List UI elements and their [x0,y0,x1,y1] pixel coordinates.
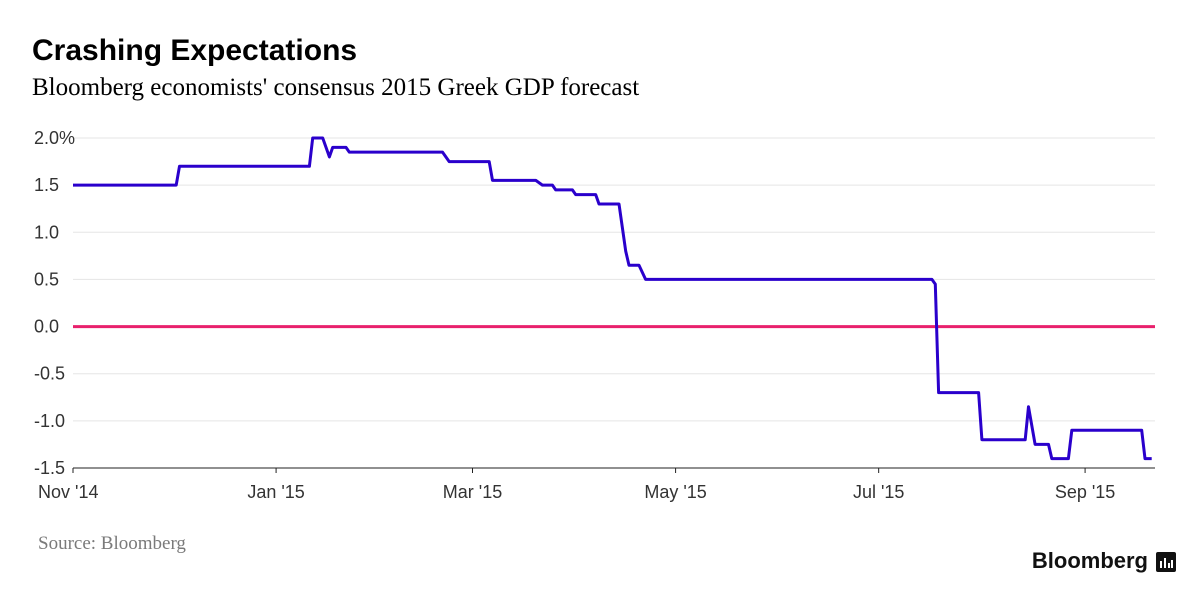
x-tick-label: May '15 [644,482,706,502]
source-note: Source: Bloomberg [38,533,186,554]
y-axis-ticks: 2.0% 1.5 1.0 0.5 0.0 -0.5 -1.0 -1.5 [34,128,75,478]
y-tick-label: 2.0% [34,128,75,148]
y-tick-label: 1.5 [34,175,59,195]
bloomberg-terminal-icon [1156,552,1176,572]
y-tick-label: -0.5 [34,364,65,384]
y-tick-label: -1.0 [34,411,65,431]
x-tick-label: Mar '15 [443,482,502,502]
chart-title: Crashing Expectations [32,34,358,67]
x-axis-ticks: Nov '14 Jan '15 Mar '15 May '15 Jul '15 Sep '… [38,468,1115,502]
x-tick-label: Nov '14 [38,482,98,502]
x-tick-label: Jul '15 [853,482,904,502]
series-line-gdp-forecast [73,136,1152,461]
y-tick-label: 0.5 [34,269,59,289]
y-tick-label: -1.5 [34,458,65,478]
y-tick-label: 1.0 [34,222,59,242]
bloomberg-logo: Bloomberg [1031,548,1148,573]
chart-subtitle: Bloomberg economists' consensus 2015 Gre… [32,74,640,101]
grid-lines [73,137,1155,422]
y-tick-label: 0.0 [34,317,59,337]
x-tick-label: Jan '15 [247,482,304,502]
x-tick-label: Sep '15 [1055,482,1116,502]
